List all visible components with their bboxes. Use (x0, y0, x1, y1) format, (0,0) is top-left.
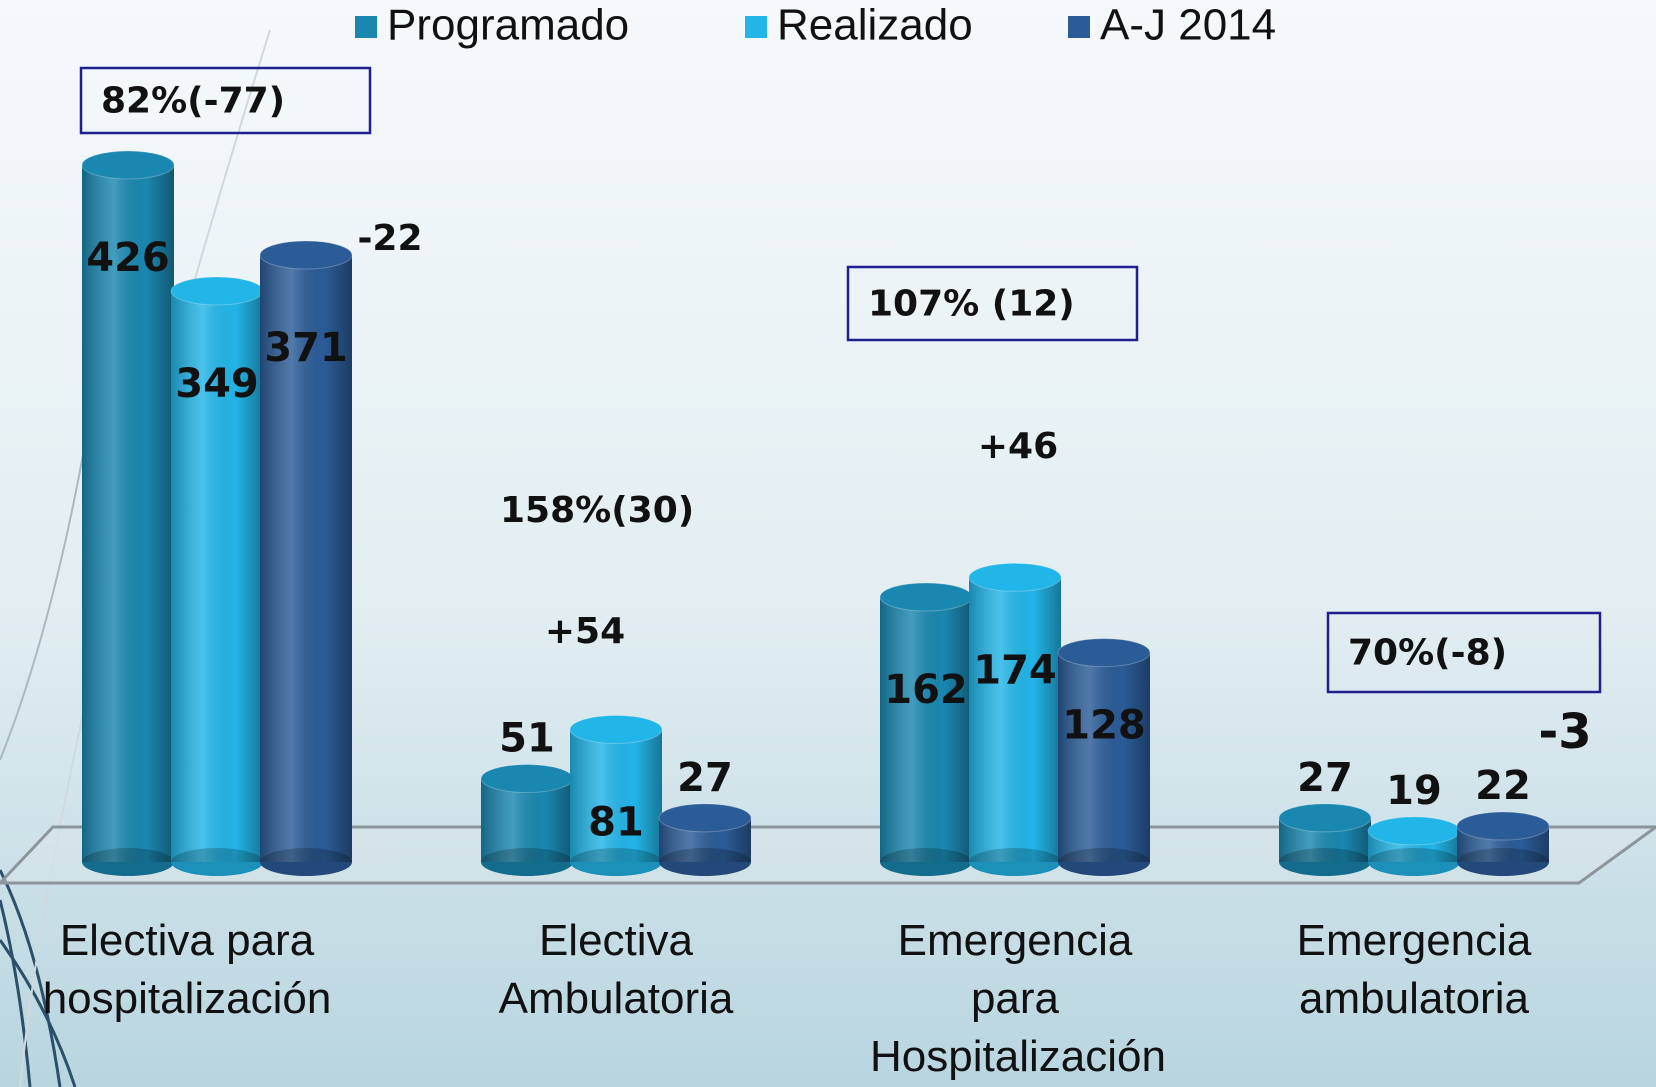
value-label: 81 (588, 799, 644, 845)
annotation-box (846, 265, 1139, 342)
bar-shade (260, 254, 352, 862)
difference-label: +46 (978, 426, 1058, 467)
legend-swatch (745, 16, 767, 38)
bar-top (81, 150, 175, 180)
legend-label: Programado (387, 1, 629, 50)
bar-shade (880, 596, 972, 862)
bar-base-shade (1368, 848, 1460, 876)
bar-top (569, 714, 663, 744)
legend-label: A-J 2014 (1100, 1, 1276, 50)
bar-top (170, 276, 264, 306)
difference-label: +54 (545, 611, 625, 652)
bar-base-shade (481, 848, 573, 876)
category-label: Emergencia para Hospitalización (870, 916, 1166, 1081)
bar-base-shade (1058, 848, 1150, 876)
ratio-label: 107% (12) (868, 284, 1075, 325)
bar-base-shade (880, 848, 972, 876)
bar-top (480, 764, 574, 794)
value-label: 349 (175, 361, 259, 407)
legend-label: Realizado (777, 1, 973, 50)
difference-label: -22 (357, 218, 422, 259)
bar-base-shade (1457, 848, 1549, 876)
value-label: 22 (1475, 763, 1531, 809)
bar-top (1278, 803, 1372, 833)
bar-base-shade (260, 848, 352, 876)
value-label: 162 (884, 667, 968, 713)
ratio-label: 158%(30) (500, 490, 694, 531)
value-label: 27 (1297, 755, 1353, 801)
bar-shade (82, 165, 174, 862)
bar-shade (1058, 652, 1150, 862)
category-label: Emergencia ambulatoria (1296, 916, 1532, 1023)
value-label: 27 (677, 755, 733, 801)
bar-shade (570, 729, 662, 862)
bar-top (1057, 638, 1151, 668)
difference-label: -3 (1538, 704, 1591, 760)
value-label: 174 (973, 647, 1057, 693)
bar-top (259, 240, 353, 270)
value-label: 371 (264, 325, 348, 371)
annotation-box (1326, 611, 1602, 694)
category-label: Electiva Ambulatoria (498, 916, 734, 1023)
bar-base-shade (659, 848, 751, 876)
value-label: 128 (1062, 703, 1146, 749)
bar-base-shade (570, 848, 662, 876)
bar-base-shade (969, 848, 1061, 876)
bar-base-shade (82, 848, 174, 876)
bar-top (879, 582, 973, 612)
value-label: 426 (86, 235, 170, 281)
value-label: 51 (499, 716, 555, 762)
bar-top (968, 562, 1062, 592)
bar-top (1367, 816, 1461, 846)
bar-shade (171, 290, 263, 862)
legend-swatch (1068, 16, 1090, 38)
bar-top (658, 803, 752, 833)
ratio-label: 82%(-77) (101, 81, 285, 122)
value-label: 19 (1386, 768, 1442, 814)
legend-swatch (355, 16, 377, 38)
bar-top (1456, 811, 1550, 841)
bar-base-shade (171, 848, 263, 876)
bar-shade (969, 577, 1061, 862)
ratio-label: 70%(-8) (1348, 633, 1507, 674)
annotation-box (79, 66, 372, 135)
category-label: Electiva para hospitalización (42, 916, 332, 1023)
bar-base-shade (1279, 848, 1371, 876)
